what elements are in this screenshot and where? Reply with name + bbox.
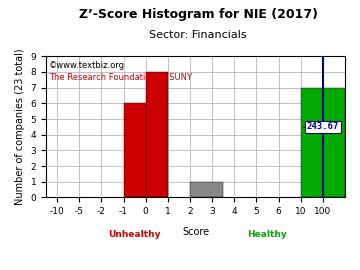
- Bar: [123, 103, 146, 197]
- Text: 243.67: 243.67: [307, 122, 339, 131]
- X-axis label: Score: Score: [182, 227, 209, 237]
- Bar: [146, 72, 168, 197]
- Bar: [190, 182, 223, 197]
- Bar: [301, 88, 345, 197]
- Y-axis label: Number of companies (23 total): Number of companies (23 total): [15, 49, 25, 205]
- Text: Z’-Score Histogram for NIE (2017): Z’-Score Histogram for NIE (2017): [78, 8, 318, 21]
- Text: ©www.textbiz.org: ©www.textbiz.org: [49, 60, 125, 70]
- Text: Unhealthy: Unhealthy: [108, 230, 161, 239]
- Text: Sector: Financials: Sector: Financials: [149, 30, 247, 40]
- Text: The Research Foundation of SUNY: The Research Foundation of SUNY: [49, 73, 192, 82]
- Text: Healthy: Healthy: [248, 230, 287, 239]
